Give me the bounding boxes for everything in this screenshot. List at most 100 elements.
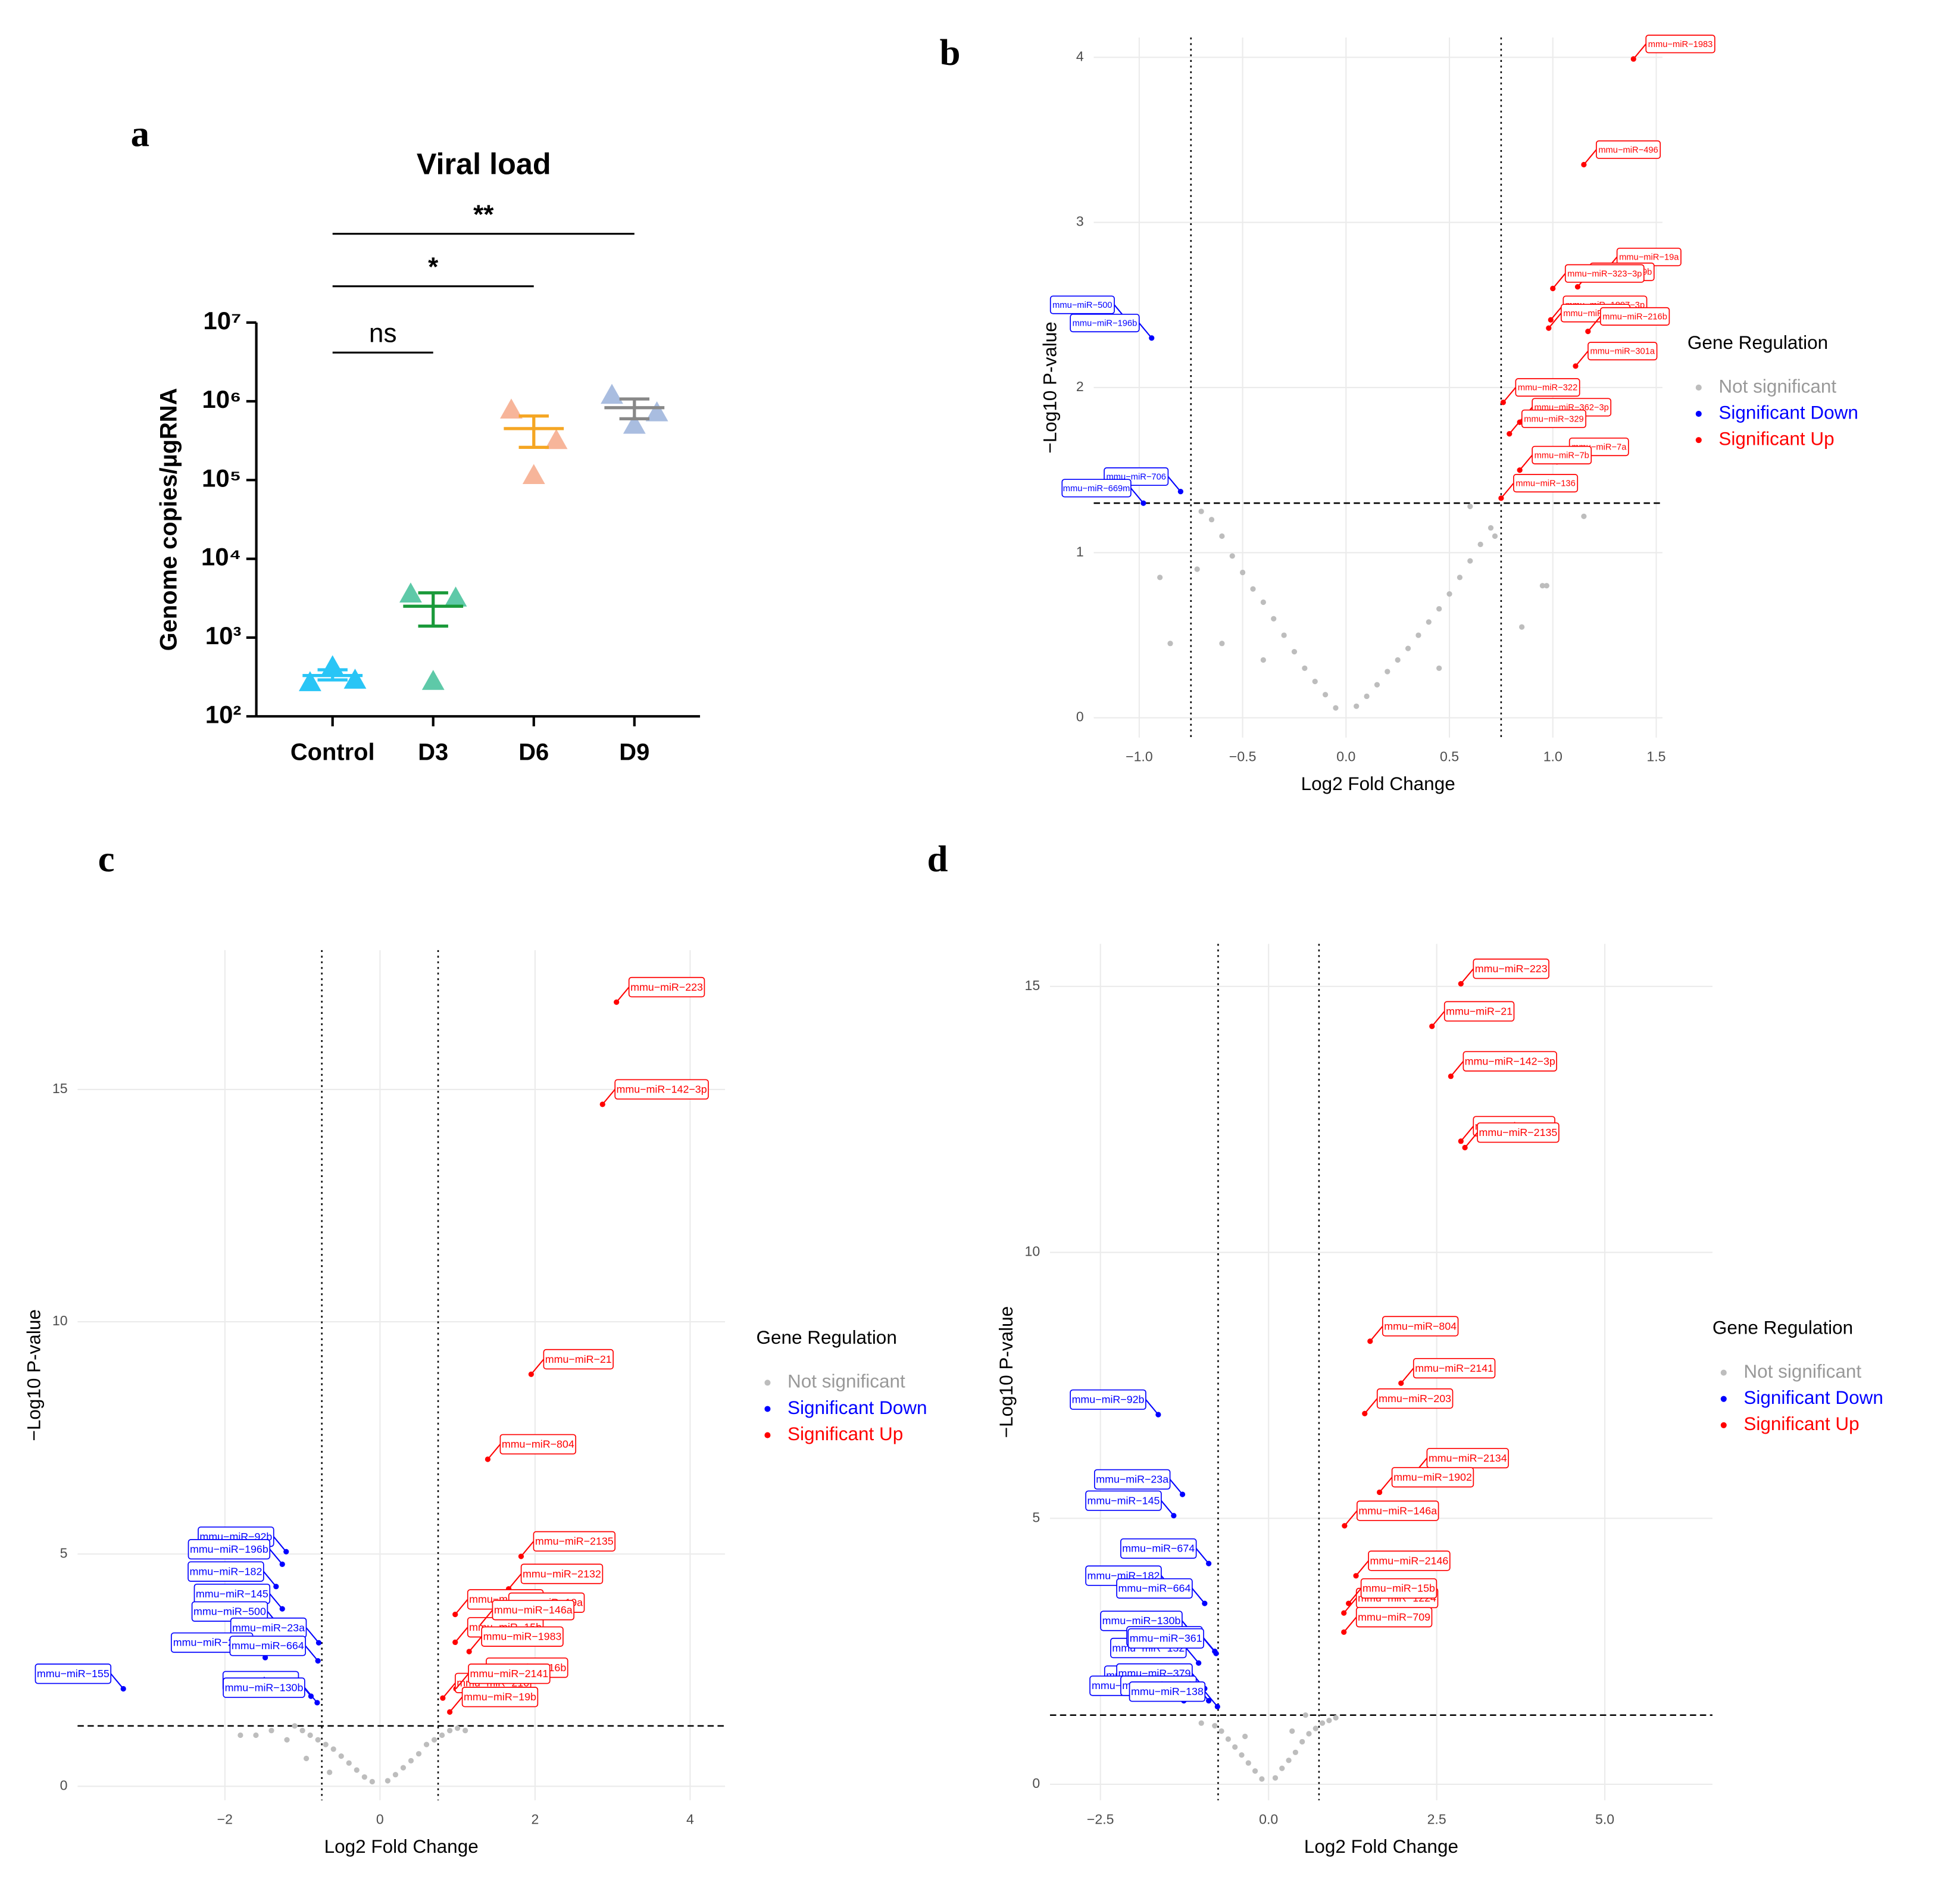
label-leader [1464,1132,1478,1148]
legend-label: Significant Down [788,1397,927,1418]
data-point [343,669,367,689]
label-box [1645,35,1715,54]
point-label: mmu−miR−130b [1102,1615,1181,1627]
point-label: mmu−miR−142−3p [617,1083,707,1095]
label-box [1360,1578,1438,1599]
label-box [1473,959,1549,979]
data-point [1467,503,1473,510]
label-leader [273,1536,287,1552]
data-point [399,582,422,603]
label-leader [1552,273,1566,289]
label-box [1357,1500,1439,1521]
label-box [1521,409,1586,428]
point-label: mmu−miR−301a [1590,347,1655,357]
data-point [1272,1775,1279,1781]
label-box [191,1601,268,1622]
data-point [1326,1718,1332,1724]
label-leader [520,1541,535,1557]
point-label: mmu−miR−145 [1088,1494,1160,1506]
point-label: mmu−miR−196b [1073,319,1138,328]
data-point [253,1732,259,1738]
label-leader [1138,322,1152,339]
legend-label: Significant Down [1718,401,1858,423]
label-box [481,1626,564,1647]
x-tick-label: 5.0 [1595,1811,1614,1827]
chart-title: Viral load [417,147,551,181]
label-leader [1400,1368,1414,1384]
x-tick-label: 0 [376,1811,384,1827]
data-point [1385,669,1390,675]
label-box [492,1600,574,1621]
point-label: mmu−miR−329 [1524,414,1583,424]
data-point [522,464,545,484]
label-box [1599,307,1670,326]
point-label: mmu−miR−2134 [1429,1452,1507,1464]
point-label: mmu−miR−322 [1518,383,1577,393]
label-leader [487,1444,501,1460]
label-box [1443,1001,1515,1022]
y-axis-title: Genome copies/µgRNA [155,388,182,651]
y-tick-label: 2 [1076,379,1084,394]
label-box [1120,1538,1197,1559]
x-tick-label: −1.0 [1126,749,1153,764]
y-tick-label: 3 [1076,214,1084,229]
x-axis-title: Log2 Fold Change [324,1836,479,1857]
label-leader [1355,1560,1369,1577]
point-label: mmu−miR−500 [193,1605,266,1617]
point-label: mmu−miR−2135 [535,1535,614,1547]
label-leader [468,1636,482,1652]
label-leader [1431,1010,1445,1027]
data-point [1457,575,1463,580]
label-leader [1343,1616,1357,1633]
label-box [1129,1681,1206,1702]
y-tick-label: 1 [1076,544,1084,559]
data-point [338,1753,344,1759]
label-leader [1161,1500,1174,1516]
x-tick-label: −0.5 [1229,749,1257,764]
label-box [1564,264,1645,283]
data-point [369,1778,375,1785]
label-box [628,976,705,998]
data-point [361,1774,367,1780]
label-box [520,1563,604,1584]
point-label: mmu−miR−2135 [1479,1126,1558,1138]
label-box [1382,1316,1459,1337]
label-box [229,1635,306,1656]
point-label: mmu−miR−323−3p [1567,269,1642,279]
label-box [1513,474,1579,493]
data-point [1167,641,1173,647]
data-point [1312,678,1318,685]
y-tick-label: 10⁴ [201,543,241,571]
data-point [601,383,623,404]
label-box [1588,342,1658,361]
data-point [299,671,321,691]
label-leader [1460,968,1474,985]
x-tick-label: D3 [418,739,448,766]
label-leader [1364,1398,1378,1414]
legend-label: Not significant [1743,1360,1861,1382]
x-tick-label: 2 [531,1811,539,1827]
data-point [1364,693,1370,700]
data-point [1225,1736,1232,1742]
data-point [1405,645,1411,651]
data-point [1467,558,1473,564]
point-label: mmu−miR−2141 [470,1668,548,1680]
data-point [1232,1744,1238,1750]
label-leader [449,1696,463,1713]
y-tick-label: 10³ [205,622,242,650]
label-leader [1450,1060,1464,1077]
data-point [1242,1733,1248,1740]
label-leader [1145,1399,1159,1415]
label-box [1070,314,1140,333]
data-point [307,1732,313,1738]
label-box [1116,1578,1193,1599]
label-box [1515,378,1580,397]
data-point [1212,1723,1218,1729]
data-point [1250,586,1256,592]
data-point [1260,657,1266,663]
label-box [1532,445,1592,464]
label-box [1085,1490,1162,1511]
point-label: mmu−miR−1983 [483,1631,562,1643]
y-tick-label: 5 [1032,1509,1040,1525]
